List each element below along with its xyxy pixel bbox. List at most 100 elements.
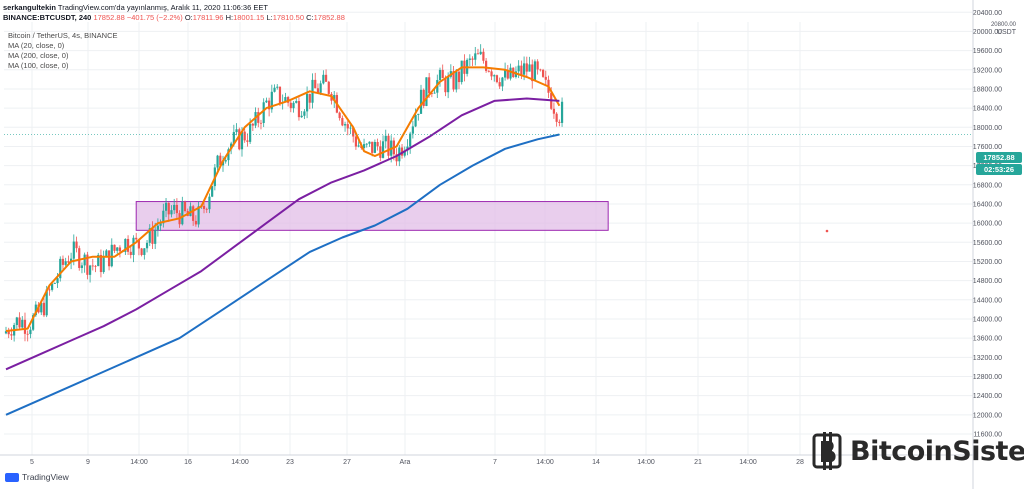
legend-ma200[interactable]: MA (200, close, 0) <box>8 51 69 60</box>
candle-body <box>319 83 322 93</box>
candle-body <box>175 204 178 214</box>
y-tick-label: 20000.00 <box>973 29 1002 36</box>
candle-body <box>362 144 366 149</box>
candle-body <box>495 75 499 83</box>
candle-body <box>327 81 330 94</box>
candle-body <box>533 61 537 82</box>
candle-body <box>240 131 244 150</box>
x-tick-label: 7 <box>493 459 497 466</box>
candle-body <box>107 250 111 267</box>
author-name[interactable]: serkangultekin <box>3 3 56 12</box>
candle-body <box>124 238 127 252</box>
plot-area[interactable] <box>4 22 973 455</box>
candle-body <box>276 86 279 88</box>
y-tick-label: 13200.00 <box>973 355 1002 362</box>
candle-body <box>132 237 135 255</box>
low-value: 17810.50 <box>272 13 305 22</box>
candle-body <box>314 79 317 89</box>
candle-body <box>531 64 534 82</box>
candle-body <box>444 78 447 93</box>
candle-body <box>72 241 75 259</box>
open-value: 17811.96 <box>192 13 224 22</box>
candle-body <box>148 228 151 243</box>
candle-body <box>181 201 184 225</box>
candle-body <box>289 102 292 109</box>
candle-body <box>97 254 100 267</box>
candle-body <box>257 112 260 123</box>
candle-body <box>482 51 485 61</box>
candle-body <box>552 108 556 114</box>
publish-line: serkangultekin TradingView.com'da yayınl… <box>3 3 268 13</box>
candle-body <box>297 101 301 118</box>
low-label: L: <box>266 13 273 22</box>
legend-ma20[interactable]: MA (20, close, 0) <box>8 41 65 50</box>
candle-body <box>59 258 62 279</box>
y-tick-label: 15600.00 <box>973 240 1002 247</box>
candle-body <box>135 237 138 240</box>
candle-body <box>528 64 531 72</box>
close-value: 17852.88 <box>313 13 345 22</box>
ma200-line[interactable] <box>5 97 560 371</box>
tradingview-logo[interactable]: TradingView <box>5 472 69 482</box>
last-price-tag: 17852.88 <box>976 152 1022 163</box>
candle-body <box>517 65 520 72</box>
candle-body <box>7 331 10 335</box>
candle-body <box>338 112 341 119</box>
candle-body <box>216 155 219 168</box>
y-tick-label: 17600.00 <box>973 144 1002 151</box>
candle-body <box>303 111 306 116</box>
candle-body <box>506 69 509 79</box>
candle-body <box>349 127 352 129</box>
x-tick-label: 27 <box>343 459 351 466</box>
y-tick-label: 14000.00 <box>973 316 1002 323</box>
candle-body <box>64 261 67 265</box>
candle-body <box>341 118 344 126</box>
candle-body <box>102 257 105 273</box>
countdown-tag: 02:53:26 <box>976 164 1022 175</box>
symbol-label: BINANCE:BTCUSDT, 240 <box>3 13 92 22</box>
candle-body <box>232 132 235 144</box>
candle-body <box>476 53 480 55</box>
currency-label: USDT <box>997 29 1017 36</box>
y-tick-label: 16800.00 <box>973 182 1002 189</box>
candle-body <box>197 206 200 225</box>
y-tick-label: 13600.00 <box>973 336 1002 343</box>
candle-body <box>381 141 385 158</box>
candle-body <box>555 113 558 122</box>
candle-body <box>487 70 490 72</box>
x-tick-label: 23 <box>286 459 294 466</box>
candle-body <box>45 289 48 316</box>
candle-body <box>202 205 206 209</box>
y-tick-label-top: 20800.00 <box>991 22 1017 28</box>
legend-ma100[interactable]: MA (100, close, 0) <box>8 61 69 70</box>
y-tick-label: 16400.00 <box>973 201 1002 208</box>
high-value: 18001.15 <box>233 13 265 22</box>
candle-body <box>273 87 276 92</box>
candle-body <box>324 74 328 82</box>
legend-title: Bitcoin / TetherUS, 4s, BINANCE <box>8 31 118 40</box>
candle-body <box>409 133 412 147</box>
ma20-line[interactable] <box>5 66 561 332</box>
candle-body <box>447 76 450 93</box>
candle-body <box>352 127 355 137</box>
ma100-line[interactable] <box>5 133 560 416</box>
candle-body <box>357 145 360 147</box>
candle-body <box>400 147 404 156</box>
candle-body <box>91 265 94 267</box>
candle-body <box>4 331 8 334</box>
candle-body <box>371 141 374 153</box>
candle-body <box>479 51 482 55</box>
candle-body <box>501 77 504 87</box>
ohlc-line: BINANCE:BTCUSDT, 240 17852.88 −401.75 (−… <box>3 13 345 23</box>
y-tick-label: 14400.00 <box>973 297 1002 304</box>
candle-body <box>365 143 368 145</box>
candle-body <box>224 160 227 162</box>
y-tick-label: 11600.00 <box>973 432 1002 439</box>
y-tick-label: 18000.00 <box>973 125 1002 132</box>
candle-body <box>441 69 444 79</box>
candle-body <box>504 69 507 78</box>
candle-body <box>151 228 154 244</box>
watermark-text: BitcoinSistemi <box>850 435 1024 467</box>
candle-body <box>211 186 214 197</box>
